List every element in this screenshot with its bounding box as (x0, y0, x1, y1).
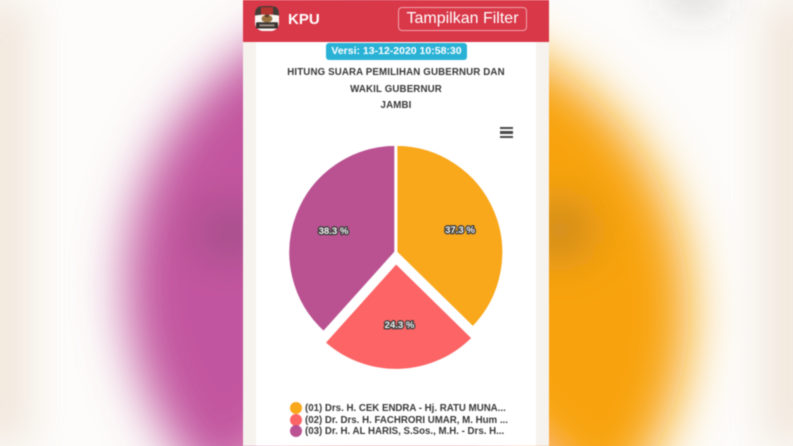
svg-text:24.3 %: 24.3 % (385, 320, 415, 331)
svg-text:38.3 %: 38.3 % (319, 226, 349, 237)
svg-text:37.3 %: 37.3 % (445, 225, 475, 236)
